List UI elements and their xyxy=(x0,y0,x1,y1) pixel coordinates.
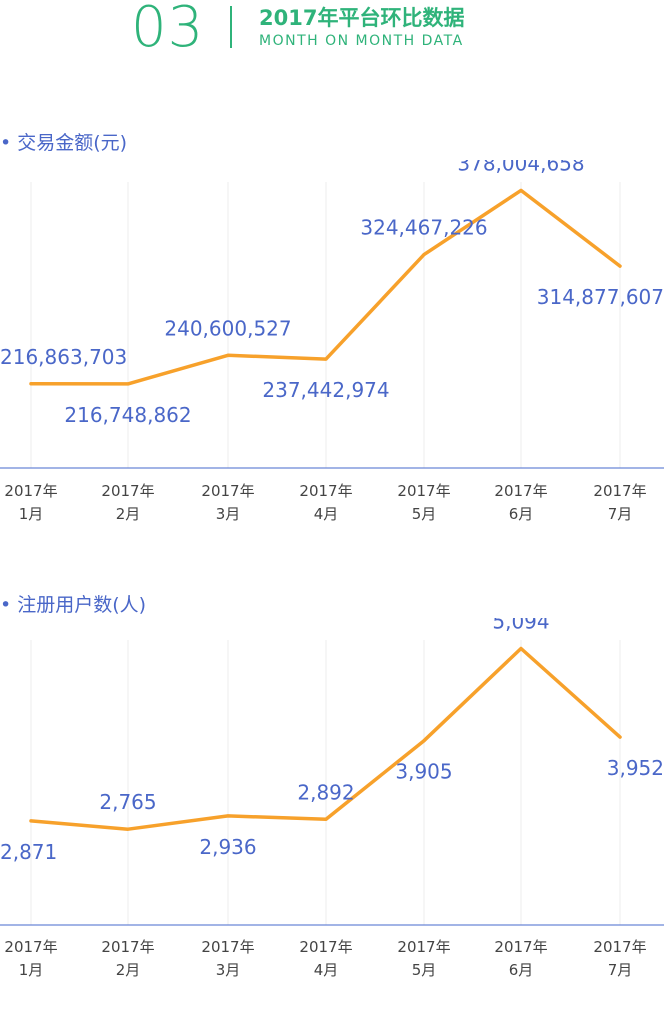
x-tick-label: 2017年 6月 xyxy=(494,938,547,978)
x-tick-label: 2017年 7月 xyxy=(593,482,646,523)
x-tick-label: 2017年 3月 xyxy=(201,938,254,978)
x-tick-label: 2017年 1月 xyxy=(4,938,57,978)
data-point xyxy=(422,739,426,743)
data-point xyxy=(324,357,328,361)
section-number: 03 xyxy=(131,0,205,60)
chart-transaction-svg: 2017年 1月 2017年 2月 2017年 3月 2017年 4月 2017年 5月 2017年… xyxy=(0,160,664,523)
data-label: 5,094 xyxy=(492,618,549,633)
data-label: 216,863,703 xyxy=(0,345,127,369)
x-tick-label: 2017年 2月 xyxy=(101,482,154,523)
data-label: 2,936 xyxy=(199,835,256,859)
x-tick-label: 2017年 4月 xyxy=(299,482,352,523)
chart-transaction-amount: 2017年 1月 2017年 2月 2017年 3月 2017年 4月 2017年 5月 2017年… xyxy=(0,160,664,560)
section-header: 03 2017年平台环比数据 MONTH ON MONTH DATA xyxy=(0,0,664,60)
chart-title-users: • 注册用户数(人) xyxy=(0,594,147,616)
data-point xyxy=(618,735,622,739)
data-label: 2,871 xyxy=(0,840,57,864)
section-title: 2017年平台环比数据 xyxy=(259,6,465,30)
data-label: 240,600,527 xyxy=(164,316,291,340)
x-tick-label: 2017年 6月 xyxy=(494,482,547,523)
chart-users-svg: 2017年 1月 2017年 2月 2017年 3月 2017年 4月 2017年 5月 2017年… xyxy=(0,618,664,978)
x-tick-label: 2017年 5月 xyxy=(397,938,450,978)
data-label: 237,442,974 xyxy=(262,378,389,402)
data-point xyxy=(226,814,230,818)
data-point xyxy=(422,253,426,257)
data-point xyxy=(324,817,328,821)
data-point xyxy=(519,188,523,192)
x-tick-label: 2017年 2月 xyxy=(101,938,154,978)
x-tick-label: 2017年 3月 xyxy=(201,482,254,523)
section-divider xyxy=(230,6,232,48)
data-point xyxy=(519,646,523,650)
data-label: 2,892 xyxy=(297,780,354,804)
data-label: 324,467,226 xyxy=(360,216,487,240)
section-subtitle: MONTH ON MONTH DATA xyxy=(259,33,464,49)
x-tick-label: 2017年 4月 xyxy=(299,938,352,978)
data-point xyxy=(29,819,33,823)
data-label: 314,877,607 xyxy=(537,285,664,309)
data-label: 3,905 xyxy=(395,760,452,784)
data-point xyxy=(29,382,33,386)
data-label: 216,748,862 xyxy=(64,403,191,427)
data-label: 3,952 xyxy=(607,756,664,780)
x-tick-label: 2017年 7月 xyxy=(593,938,646,978)
data-label: 2,765 xyxy=(99,790,156,814)
chart-title-transaction: • 交易金额(元) xyxy=(0,132,128,154)
x-tick-label: 2017年 1月 xyxy=(4,482,57,523)
data-point xyxy=(126,827,130,831)
chart-registered-users: 2017年 1月 2017年 2月 2017年 3月 2017年 4月 2017年 5月 2017年… xyxy=(0,618,664,1018)
data-point xyxy=(618,264,622,268)
x-tick-label: 2017年 5月 xyxy=(397,482,450,523)
data-label: 378,004,658 xyxy=(457,160,584,175)
data-point xyxy=(126,382,130,386)
data-point xyxy=(226,353,230,357)
